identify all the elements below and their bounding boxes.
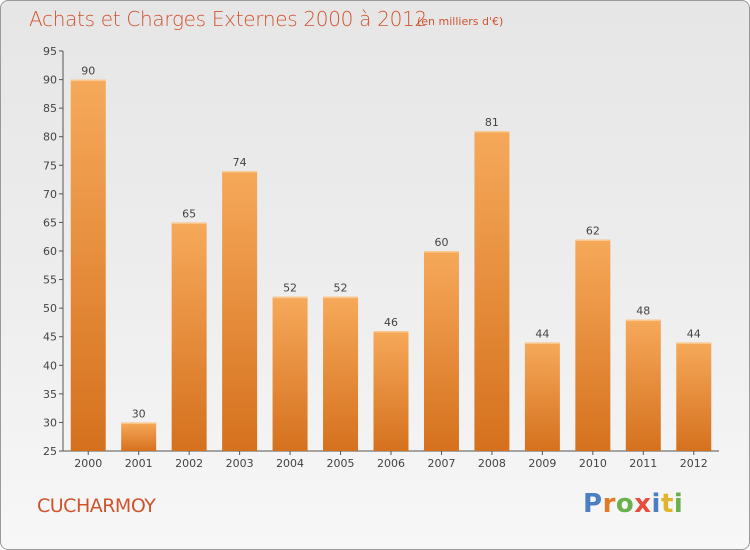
commune-name: CUCHARMOY [37,495,156,517]
bar [70,79,106,452]
bar [171,222,207,451]
bar-value-label: 90 [81,65,95,78]
bar-top-highlight [272,296,308,299]
logo-letter: x [634,489,652,519]
x-tick-label: 2003 [226,457,254,470]
bar-value-label: 60 [434,236,448,249]
x-tick-label: 2002 [175,457,203,470]
bar-top-highlight [323,296,359,299]
bar [373,331,409,451]
logo-letter: t [660,489,674,519]
x-tick-label: 2005 [327,457,355,470]
bar-top-highlight [676,342,712,344]
bar [474,131,510,451]
unit-note: (en milliers d'€) [417,15,504,28]
bar [575,239,611,451]
y-tick-label: 45 [43,331,57,344]
y-tick-label: 85 [43,102,57,115]
x-tick-label: 2010 [579,457,607,470]
y-tick-label: 90 [43,74,57,87]
logo-letter: P [583,489,603,519]
bar [423,251,459,451]
bar-top-highlight [575,239,611,242]
x-tick-label: 2007 [427,457,455,470]
bar [625,319,661,451]
y-tick-label: 40 [43,359,57,372]
bar-value-label: 44 [687,327,701,340]
y-tick-label: 60 [43,245,57,258]
x-tick-label: 2001 [125,457,153,470]
x-tick-label: 2012 [680,457,708,470]
x-tick-label: 2006 [377,457,405,470]
y-tick-label: 35 [43,388,57,401]
y-tick-label: 80 [43,131,57,144]
bar-top-highlight [70,79,106,82]
logo-letter: r [602,489,616,519]
bar-top-highlight [171,222,207,224]
bar-value-label: 81 [485,116,499,129]
y-tick-label: 25 [43,445,57,458]
x-tick-label: 2000 [74,457,102,470]
x-tick-label: 2008 [478,457,506,470]
bar-value-label: 65 [182,207,196,220]
bar [121,422,157,451]
bar-value-label: 62 [586,225,600,238]
logo-letter: i [651,489,661,519]
bar-top-highlight [121,422,157,424]
bar-value-label: 74 [233,156,247,169]
bar [323,296,359,451]
y-tick-label: 75 [43,159,57,172]
logo-letter: o [615,489,635,519]
bar [272,296,308,451]
y-tick-label: 55 [43,274,57,287]
bar [676,342,712,451]
bar [222,171,258,451]
proxiti-logo: Proxiti [583,489,683,519]
x-tick-label: 2009 [528,457,556,470]
y-tick-label: 70 [43,188,57,201]
chart-bars [70,79,712,452]
chart-title: Achats et Charges Externes 2000 à 2012 [29,7,427,31]
bar-value-label: 30 [132,407,146,420]
y-tick-label: 95 [43,45,57,58]
y-tick-label: 30 [43,416,57,429]
x-tick-label: 2004 [276,457,304,470]
bar-top-highlight [474,131,510,133]
logo-letter: i [673,489,684,519]
x-tick-label: 2011 [629,457,657,470]
bar-top-highlight [625,319,661,322]
chart-axes: 25 30 35 40 45 50 55 60 65 70 75 80 85 90 95 2000 2001 20… [43,45,719,470]
bar-value-label: 46 [384,316,398,329]
y-tick-label: 50 [43,302,57,315]
bar-top-highlight [222,171,258,173]
y-tick-label: 65 [43,216,57,229]
bar-top-highlight [373,331,409,333]
bar-value-label: 44 [535,327,549,340]
bar-top-highlight [524,342,560,344]
bar-value-label: 48 [636,305,650,318]
bar [524,342,560,451]
chart-labels: 90 30 65 74 52 52 46 60 81 44 62 48 44 [81,65,701,421]
bar-value-label: 52 [334,282,348,295]
bar-value-label: 52 [283,282,297,295]
bar-top-highlight [423,251,459,253]
